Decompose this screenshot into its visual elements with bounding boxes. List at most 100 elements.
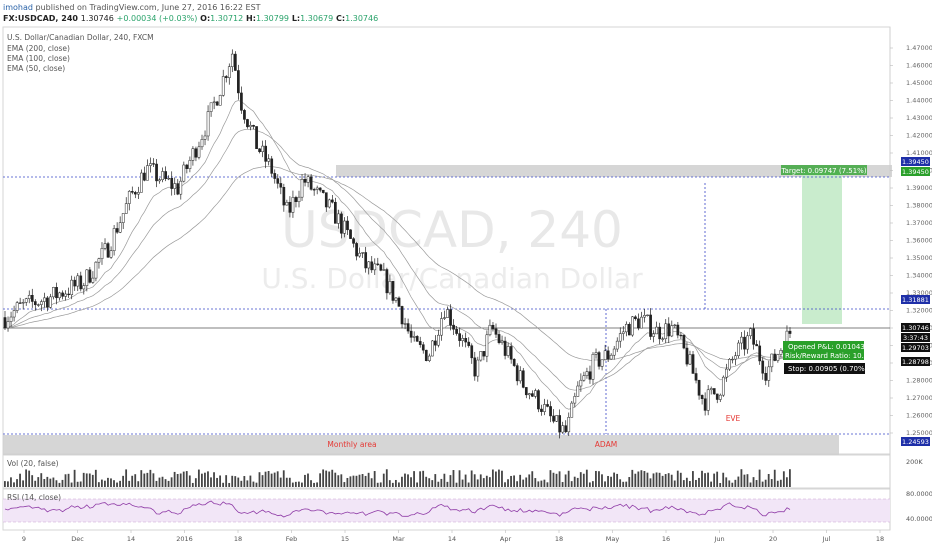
candle-body xyxy=(406,323,410,332)
author-link[interactable]: imohad xyxy=(3,3,33,12)
candle-body xyxy=(655,326,658,335)
volume-bar xyxy=(552,472,555,487)
time-tick-label: Apr xyxy=(500,535,512,543)
candle-body xyxy=(206,111,210,137)
volume-bar xyxy=(170,477,173,487)
candle-body xyxy=(773,353,777,361)
candle-body xyxy=(464,338,468,343)
candle-body xyxy=(64,293,67,297)
candle-body xyxy=(27,295,31,299)
candle-body xyxy=(500,340,504,343)
candle-body xyxy=(440,318,443,336)
candle-body xyxy=(155,163,158,182)
volume-tick: 200K xyxy=(906,458,923,466)
candle-body xyxy=(224,76,228,78)
candle-body xyxy=(52,287,55,298)
candle-body xyxy=(367,261,371,269)
candle-body xyxy=(431,340,434,357)
candle-body xyxy=(449,309,452,326)
candle-body xyxy=(106,243,110,258)
volume-bar xyxy=(428,478,431,487)
candle-body xyxy=(158,179,161,182)
candle-body xyxy=(418,341,422,345)
candle-body xyxy=(734,355,737,360)
volume-bar xyxy=(16,479,18,487)
volume-bar xyxy=(628,477,631,487)
candle-body xyxy=(18,302,22,304)
volume-bar xyxy=(343,482,346,487)
volume-bar xyxy=(176,474,179,487)
candles xyxy=(3,49,792,439)
candle-body xyxy=(24,298,28,303)
volume-bar xyxy=(240,480,243,487)
candle-body xyxy=(340,213,343,234)
volume-bar xyxy=(85,473,88,487)
candle-body xyxy=(12,310,16,318)
candle-body xyxy=(779,350,783,355)
candle-body xyxy=(527,393,531,396)
ema-100-line xyxy=(4,128,791,391)
price-tick-label: 1.35000 xyxy=(906,254,932,262)
candle-body xyxy=(506,346,510,356)
symbol-label[interactable]: FX:USDCAD, 240 xyxy=(3,14,78,23)
volume-bar xyxy=(376,482,379,487)
candle-body xyxy=(664,323,668,340)
legend-ema-100[interactable]: EMA (100, close) xyxy=(7,54,70,63)
volume-bar xyxy=(661,475,664,487)
volume-bar xyxy=(143,473,146,487)
candle-body xyxy=(49,296,52,308)
volume-bar xyxy=(155,480,158,487)
volume-bar xyxy=(673,480,676,487)
volume-bar xyxy=(58,482,61,487)
candle-body xyxy=(233,53,237,71)
candle-body xyxy=(652,333,655,337)
volume-bar xyxy=(591,481,594,487)
candle-body xyxy=(688,354,692,365)
candle-body xyxy=(634,316,637,320)
candle-body xyxy=(194,148,198,158)
candle-body xyxy=(167,177,171,180)
price-tick-label: 1.25000 xyxy=(906,429,932,437)
candle-body xyxy=(546,404,549,407)
volume-bar xyxy=(531,471,534,487)
volume-bar xyxy=(710,481,712,487)
time-tick-label: 14 xyxy=(127,535,135,543)
volume-bar xyxy=(452,470,455,487)
time-tick-label: Jun xyxy=(713,535,724,543)
candle-body xyxy=(215,101,219,106)
candle-body xyxy=(579,379,583,387)
volume-bar xyxy=(94,469,97,487)
volume-bar xyxy=(288,477,291,487)
volume-bar xyxy=(491,469,494,487)
volume-bar xyxy=(385,469,388,487)
candle-body xyxy=(258,148,261,152)
candle-body xyxy=(758,345,762,362)
time-tick-label: 18 xyxy=(555,535,563,543)
volume-bar xyxy=(622,481,625,487)
target-box xyxy=(781,165,867,175)
target-label: Target: 0.09747 (7.51%) xyxy=(780,167,866,175)
volume-bar xyxy=(331,469,334,487)
volume-bar xyxy=(676,470,679,487)
candle-body xyxy=(361,252,364,254)
candle-body xyxy=(534,390,537,397)
volume-bar xyxy=(373,471,376,487)
volume-bar xyxy=(722,472,725,487)
legend-title: U.S. Dollar/Canadian Dollar, 240, FXCM xyxy=(7,33,154,42)
volume-bar xyxy=(789,469,791,487)
candle-body xyxy=(558,415,562,433)
candle-body xyxy=(670,325,674,337)
volume-bar xyxy=(7,481,9,487)
volume-bar xyxy=(352,475,355,487)
volume-bar xyxy=(698,477,700,487)
watermark-name: U.S. Dollar/Canadian Dollar xyxy=(261,262,643,295)
legend-ema-200[interactable]: EMA (200, close) xyxy=(7,44,70,53)
volume-bar xyxy=(310,480,312,487)
volume-bar xyxy=(652,473,655,487)
candle-body xyxy=(555,415,558,422)
candle-body xyxy=(706,389,710,411)
volume-bar xyxy=(398,482,400,487)
candle-body xyxy=(230,53,234,67)
legend-ema-50[interactable]: EMA (50, close) xyxy=(7,64,66,73)
